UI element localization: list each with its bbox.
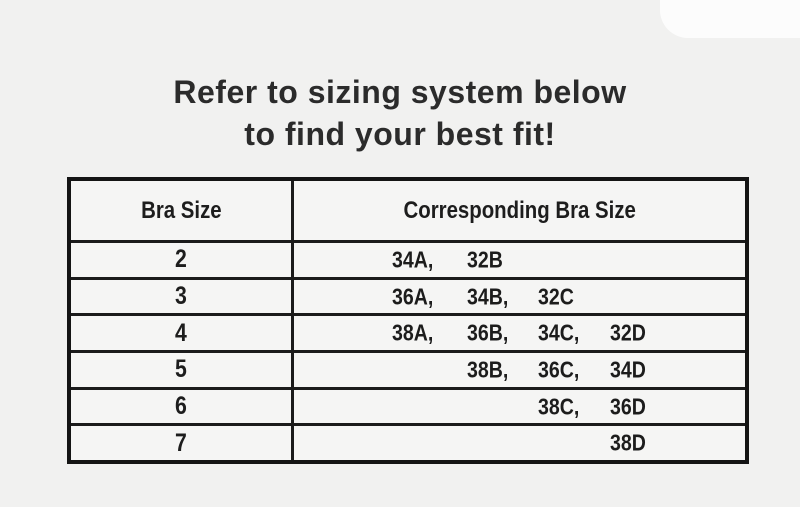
bra-size-value: 3 [175,282,187,310]
column-header-corresponding-bra-size-label: Corresponding Bra Size [403,196,636,224]
corner-highlight [660,0,800,38]
column-header-bra-size: Bra Size [71,181,294,240]
corresponding-size-cell: 38A, 36B, 34C, 32D [294,316,745,350]
corresponding-size-value: 34D [610,356,646,383]
column-header-corresponding-bra-size: Corresponding Bra Size [294,181,745,240]
table-row: 2 34A, 32B [71,240,745,277]
bra-size-cell: 3 [71,279,294,314]
bra-size-value: 4 [175,318,187,347]
corresponding-size-value: 32B [467,246,503,273]
bra-size-cell: 4 [71,316,294,351]
corresponding-size-value: 38B, [467,356,509,383]
corresponding-size-value: 38D [610,429,646,456]
bra-size-cell: 7 [71,426,294,461]
column-header-bra-size-label: Bra Size [140,196,222,224]
page-title-line-1: Refer to sizing system below [173,74,627,111]
table-row: 6 38C, 36D [71,386,745,424]
page-title: Refer to sizing system below to find you… [0,71,800,155]
page-title-line-2: to find your best fit! [244,116,556,153]
corresponding-size-cell: 38C, 36D [294,390,745,424]
table-row: 3 36A, 34B, 32C [71,276,745,314]
corresponding-size-value: 36C, [538,356,580,383]
table-row: 7 38D [71,423,745,461]
corresponding-size-value: 34B, [467,283,509,309]
table-header-row: Bra Size Corresponding Bra Size [71,181,745,240]
corresponding-size-cell: 38D [294,426,745,460]
corresponding-size-value: 36A, [392,283,434,309]
corresponding-size-value: 34C, [538,319,580,346]
bra-size-value: 7 [175,428,187,457]
sizing-table: Bra Size Corresponding Bra Size 2 34A, 3… [67,177,749,464]
corresponding-size-value: 34A, [392,246,434,273]
corresponding-size-value: 38C, [538,393,580,420]
bra-size-cell: 2 [71,243,294,277]
corresponding-size-value: 32C [538,283,574,309]
corresponding-size-cell: 34A, 32B [294,243,745,277]
bra-size-value: 5 [175,355,187,384]
corresponding-size-cell: 38B, 36C, 34D [294,353,745,387]
bra-size-value: 2 [175,245,187,274]
corresponding-size-value: 36B, [467,319,509,346]
bra-size-value: 6 [175,392,187,421]
corresponding-size-value: 36D [610,393,646,420]
table-row: 5 38B, 36C, 34D [71,350,745,387]
bra-size-cell: 5 [71,353,294,387]
corresponding-size-value: 38A, [392,319,434,346]
table-row: 4 38A, 36B, 34C, 32D [71,313,745,351]
corresponding-size-cell: 36A, 34B, 32C [294,280,745,314]
bra-size-cell: 6 [71,389,294,424]
corresponding-size-value: 32D [610,319,646,346]
